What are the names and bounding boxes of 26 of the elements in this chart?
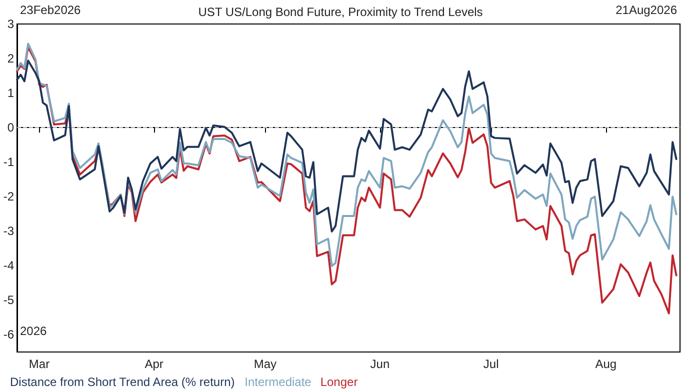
x-tick-label: Mar — [28, 357, 50, 371]
y-tick-label: -6 — [3, 328, 14, 342]
x-tick-label: Aug — [595, 357, 617, 371]
chart-title: UST US/Long Bond Future, Proximity to Trend Levels — [198, 5, 483, 19]
x-tick-label: Jul — [483, 357, 499, 371]
y-tick-label: 0 — [7, 120, 14, 135]
y-tick-label: -4 — [3, 258, 14, 273]
x-tick-label: May — [254, 357, 276, 371]
text: Distance from Short Trend Area (% return) — [10, 375, 235, 389]
text: Longer — [320, 375, 358, 389]
text: Intermediate — [244, 375, 312, 389]
text: 21Aug2026 — [616, 3, 678, 17]
y-tick-label: 1 — [7, 86, 14, 100]
y-tick-label: -3 — [3, 224, 14, 238]
x-tick-label: Apr — [144, 357, 164, 371]
y-tick-label: 3 — [7, 17, 14, 31]
y-tick-label: -5 — [3, 293, 14, 308]
annotation: 2026 — [20, 324, 48, 338]
line-series — [16, 42, 678, 268]
text: 23Feb2026 — [20, 3, 82, 17]
y-tick-label: 2 — [7, 52, 14, 66]
line-series — [16, 46, 678, 314]
x-tick-label: Jun — [370, 357, 390, 371]
y-tick-label: -2 — [3, 190, 14, 204]
y-tick-label: -1 — [3, 155, 14, 170]
line-series — [16, 60, 678, 233]
